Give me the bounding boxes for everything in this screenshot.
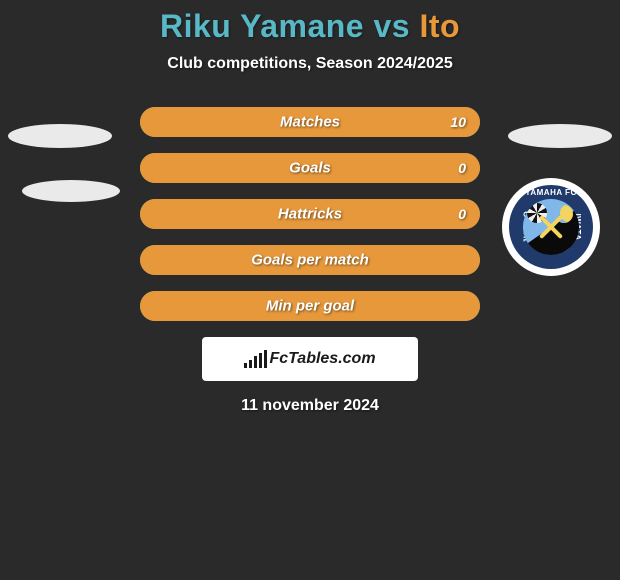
brand-bar	[259, 353, 262, 368]
stat-row: Goals per match	[140, 245, 480, 275]
stat-value-p2: 10	[450, 114, 466, 130]
stat-value-p2: 0	[458, 160, 466, 176]
brand-bars-icon	[244, 350, 267, 368]
brand-text: FcTables.com	[269, 350, 375, 368]
player2-name: Ito	[419, 8, 460, 44]
stat-row: Hattricks 0	[140, 199, 480, 229]
crest-cross-icon	[536, 212, 566, 242]
stat-label: Hattricks	[278, 206, 342, 223]
brand-bar	[249, 360, 252, 368]
brand-box: FcTables.com	[202, 337, 418, 381]
vs-text: vs	[373, 8, 410, 44]
date-text: 11 november 2024	[0, 397, 620, 415]
brand-bar	[254, 356, 257, 368]
stats-list: Matches 10 Goals 0 Hattricks 0 Goals per match…	[140, 107, 480, 321]
brand-logo: FcTables.com	[244, 350, 375, 368]
brand-bar	[264, 350, 267, 368]
crest-ring: YAMAHA FC JUBILO IWATA	[509, 185, 593, 269]
crest-outer-ring: YAMAHA FC JUBILO IWATA	[502, 178, 600, 276]
placeholder-ellipse-p2-top	[508, 124, 612, 148]
stat-value-p2: 0	[458, 206, 466, 222]
stat-row: Min per goal	[140, 291, 480, 321]
brand-bar	[244, 363, 247, 368]
player1-name: Riku Yamane	[160, 8, 364, 44]
club-crest: YAMAHA FC JUBILO IWATA	[502, 178, 600, 276]
page-title: Riku Yamane vs Ito	[0, 8, 620, 45]
crest-top-text: YAMAHA FC	[525, 188, 576, 197]
crest-inner	[523, 199, 579, 255]
stat-label: Matches	[280, 114, 340, 131]
stat-label: Goals per match	[251, 252, 369, 269]
stat-row: Goals 0	[140, 153, 480, 183]
placeholder-ellipse-p1-top	[8, 124, 112, 148]
subtitle: Club competitions, Season 2024/2025	[0, 55, 620, 73]
stat-row: Matches 10	[140, 107, 480, 137]
stat-label: Goals	[289, 160, 331, 177]
stat-label: Min per goal	[266, 298, 354, 315]
placeholder-ellipse-p1-bottom	[22, 180, 120, 202]
